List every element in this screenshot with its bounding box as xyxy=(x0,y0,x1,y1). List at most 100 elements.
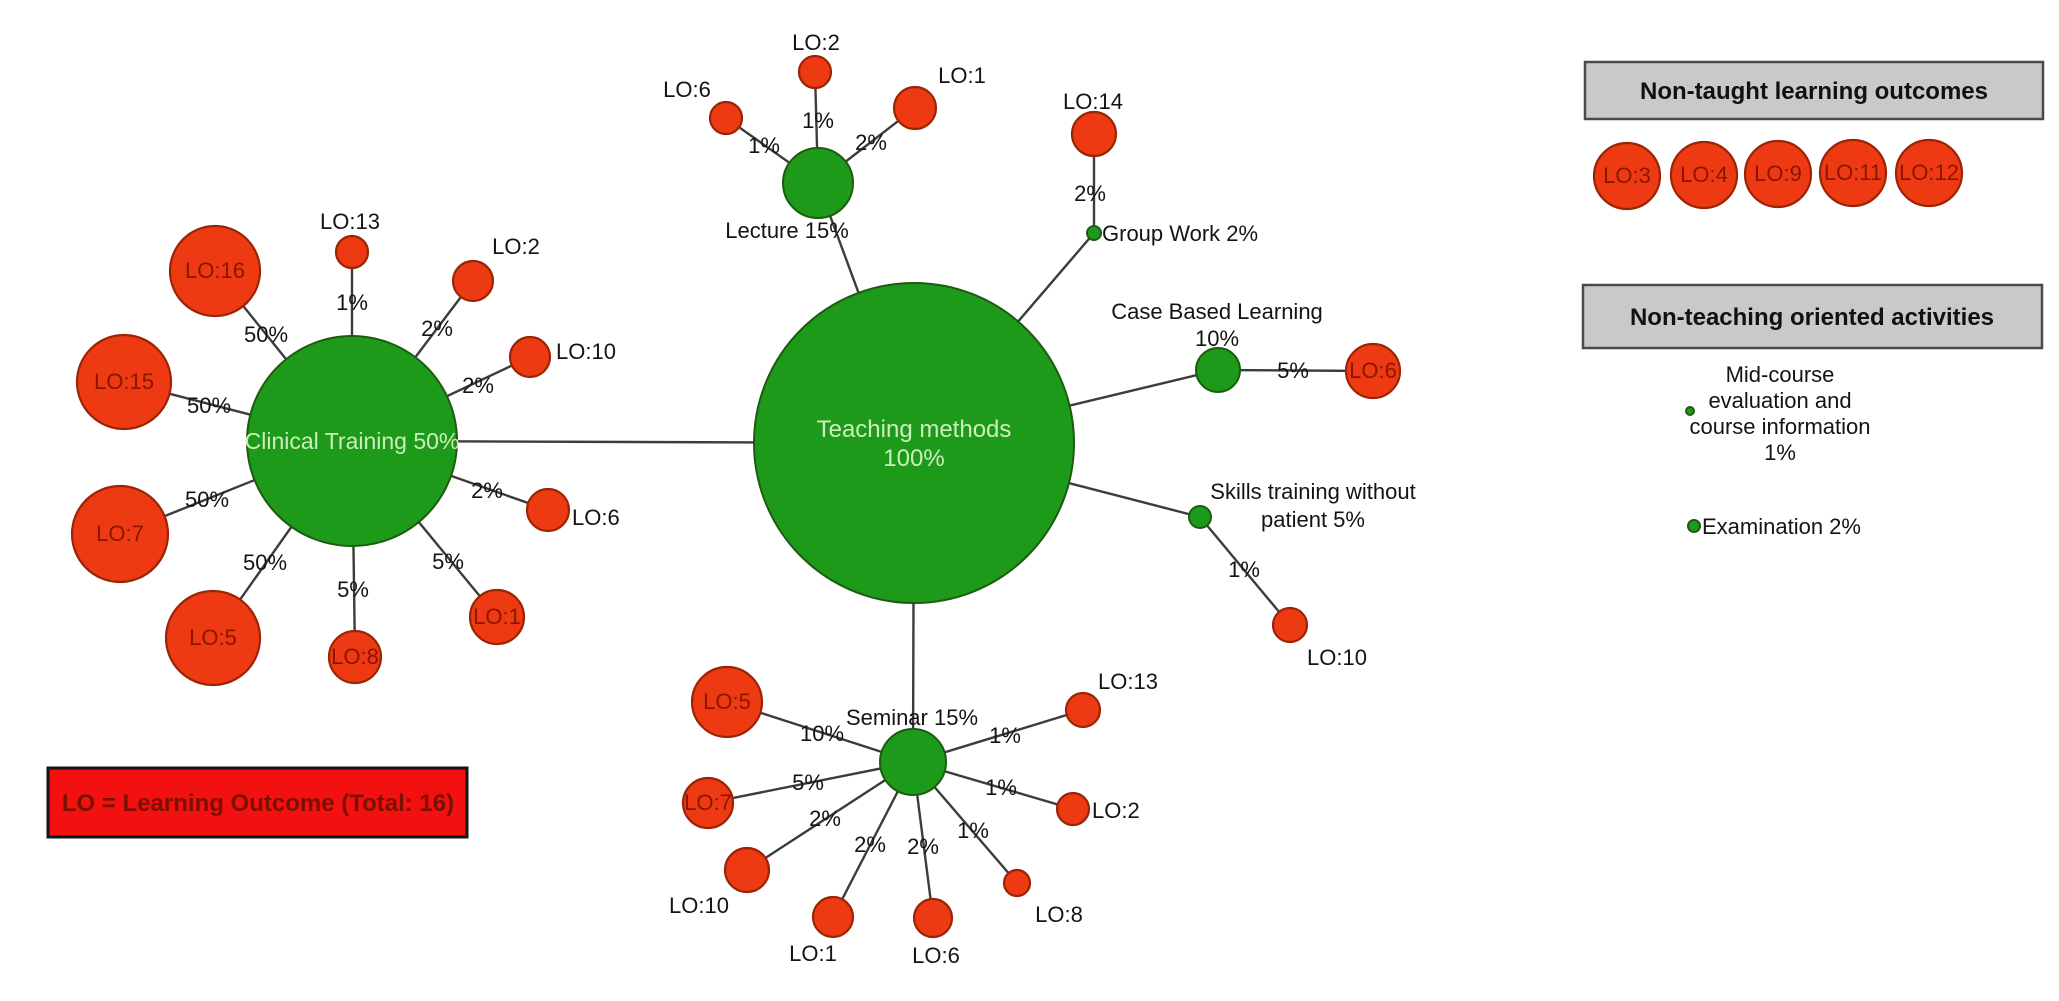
satellite-lecture-lo1 xyxy=(892,85,938,131)
non-taught-label: LO:9 xyxy=(1754,161,1802,186)
skills-label-line1: Skills training without xyxy=(1210,479,1415,504)
node-seminar xyxy=(879,728,947,796)
satellite-label: LO:6 xyxy=(912,943,960,968)
satellite-clinical-lo5 xyxy=(164,589,262,687)
edge-label: 1% xyxy=(748,133,780,158)
satellite-seminar-lo10 xyxy=(723,846,771,894)
satellite-seminar-lo2 xyxy=(1055,791,1091,827)
edge-label: 10% xyxy=(800,721,844,746)
legend: LO = Learning Outcome (Total: 16) xyxy=(46,766,469,839)
satellite-label: LO:10 xyxy=(1307,645,1367,670)
satellite-clinical-lo7 xyxy=(70,484,170,584)
edge-label: 1% xyxy=(802,108,834,133)
satellite-label: LO:5 xyxy=(703,689,751,714)
edge-label: 5% xyxy=(1277,358,1309,383)
non-taught-header-box xyxy=(1583,60,2045,121)
satellite-clinical-lo15 xyxy=(75,333,173,431)
satellite-clinical-lo8 xyxy=(327,629,383,685)
satellite-seminar-lo6 xyxy=(912,897,954,939)
cbl-label-line1: Case Based Learning xyxy=(1111,299,1323,324)
node-case-based-learning xyxy=(1195,347,1241,393)
satellite-label: LO:5 xyxy=(189,625,237,650)
satellite-label: LO:6 xyxy=(572,505,620,530)
satellite-label: LO:1 xyxy=(473,604,521,629)
satellite-label: LO:2 xyxy=(792,30,840,55)
satellite-label: LO:14 xyxy=(1063,89,1123,114)
node-clinical-training xyxy=(246,335,458,547)
satellite-seminar-lo1 xyxy=(811,895,855,939)
teaching-methods-label-line2: 100% xyxy=(883,445,944,472)
non-taught-lo12 xyxy=(1894,138,1964,208)
satellite-skills-lo10 xyxy=(1271,606,1309,644)
satellite-clinical-lo10 xyxy=(508,335,552,379)
edge-label: 50% xyxy=(185,487,229,512)
satellite-label: LO:6 xyxy=(663,77,711,102)
lecture-label: Lecture 15% xyxy=(725,218,849,243)
satellite-lecture-lo6 xyxy=(708,100,744,136)
satellite-label: LO:7 xyxy=(96,521,144,546)
satellite-cbl-lo6 xyxy=(1344,342,1402,400)
edge-label: 2% xyxy=(854,832,886,857)
satellite-seminar-lo7 xyxy=(681,776,735,830)
edge-label: 2% xyxy=(471,478,503,503)
edge-label: 50% xyxy=(244,322,288,347)
clinical-training-label: Clinical Training 50% xyxy=(245,428,460,454)
node-teaching-methods xyxy=(753,282,1075,604)
edge-label: 1% xyxy=(336,290,368,315)
satellite-label: LO:7 xyxy=(684,790,732,815)
satellite-label: LO:1 xyxy=(938,63,986,88)
panel-non-taught: Non-taught learning outcomes LO:3 LO:4 L… xyxy=(1583,60,2045,211)
edge-label: 2% xyxy=(1074,181,1106,206)
non-taught-label: LO:11 xyxy=(1824,160,1882,185)
mid-course-line4: 1% xyxy=(1764,440,1796,465)
mid-course-line2: evaluation and xyxy=(1708,388,1851,413)
satellite-label: LO:2 xyxy=(1092,798,1140,823)
satellite-label: LO:6 xyxy=(1349,358,1397,383)
edge-label: 1% xyxy=(1228,557,1260,582)
non-taught-header-title: Non-taught learning outcomes xyxy=(1640,78,1988,105)
groupwork-label: Group Work 2% xyxy=(1102,221,1258,246)
satellite-groupwork-lo14 xyxy=(1070,110,1118,158)
non-taught-lo11 xyxy=(1818,138,1888,208)
non-taught-lo9 xyxy=(1743,139,1813,209)
legend-label: LO = Learning Outcome (Total: 16) xyxy=(62,790,454,817)
satellite-label: LO:13 xyxy=(320,209,380,234)
satellite-label: LO:15 xyxy=(94,369,154,394)
satellite-lecture-lo2 xyxy=(797,54,833,90)
node-labels: Teaching methods 100% Clinical Training … xyxy=(94,30,1416,968)
edge-labels: 50% 1% 2% 2% 50% 2% 50% 50% 5% 5% 1% 1% … xyxy=(185,108,1309,859)
examination-label: Examination 2% xyxy=(1702,514,1861,539)
edge-seminar-lo7 xyxy=(707,760,914,805)
satellite-label: LO:13 xyxy=(1098,669,1158,694)
edge-label: 5% xyxy=(792,770,824,795)
nodes xyxy=(70,54,1402,939)
cbl-label-line2: 10% xyxy=(1195,326,1239,351)
edge-label: 5% xyxy=(432,549,464,574)
non-taught-label: LO:4 xyxy=(1680,162,1728,187)
satellite-seminar-lo5 xyxy=(690,665,764,739)
satellite-clinical-lo6 xyxy=(525,487,571,533)
edge-label: 5% xyxy=(337,577,369,602)
edge-label: 2% xyxy=(855,130,887,155)
edge-label: 2% xyxy=(809,806,841,831)
legend-background-box xyxy=(46,766,469,839)
non-taught-label: LO:12 xyxy=(1899,160,1959,185)
edge-skills-lo10 xyxy=(1199,516,1291,626)
edge-label: 1% xyxy=(989,723,1021,748)
edge-label: 1% xyxy=(957,818,989,843)
node-groupwork-dot xyxy=(1086,225,1102,241)
panel-non-teaching: Non-teaching oriented activities Mid-cou… xyxy=(1581,283,2044,539)
satellite-label: LO:10 xyxy=(556,339,616,364)
non-teaching-header-title: Non-teaching oriented activities xyxy=(1630,304,1994,331)
skills-label-line2: patient 5% xyxy=(1261,507,1365,532)
non-teaching-header-box xyxy=(1581,283,2044,350)
seminar-label: Seminar 15% xyxy=(846,705,978,730)
satellite-clinical-lo1 xyxy=(468,588,526,646)
satellite-label: LO:16 xyxy=(185,258,245,283)
mid-course-line3: course information xyxy=(1690,414,1871,439)
satellite-seminar-lo8 xyxy=(1002,868,1032,898)
edge-label: 50% xyxy=(187,393,231,418)
satellite-clinical-lo16 xyxy=(168,224,262,318)
satellite-clinical-lo2 xyxy=(451,259,495,303)
